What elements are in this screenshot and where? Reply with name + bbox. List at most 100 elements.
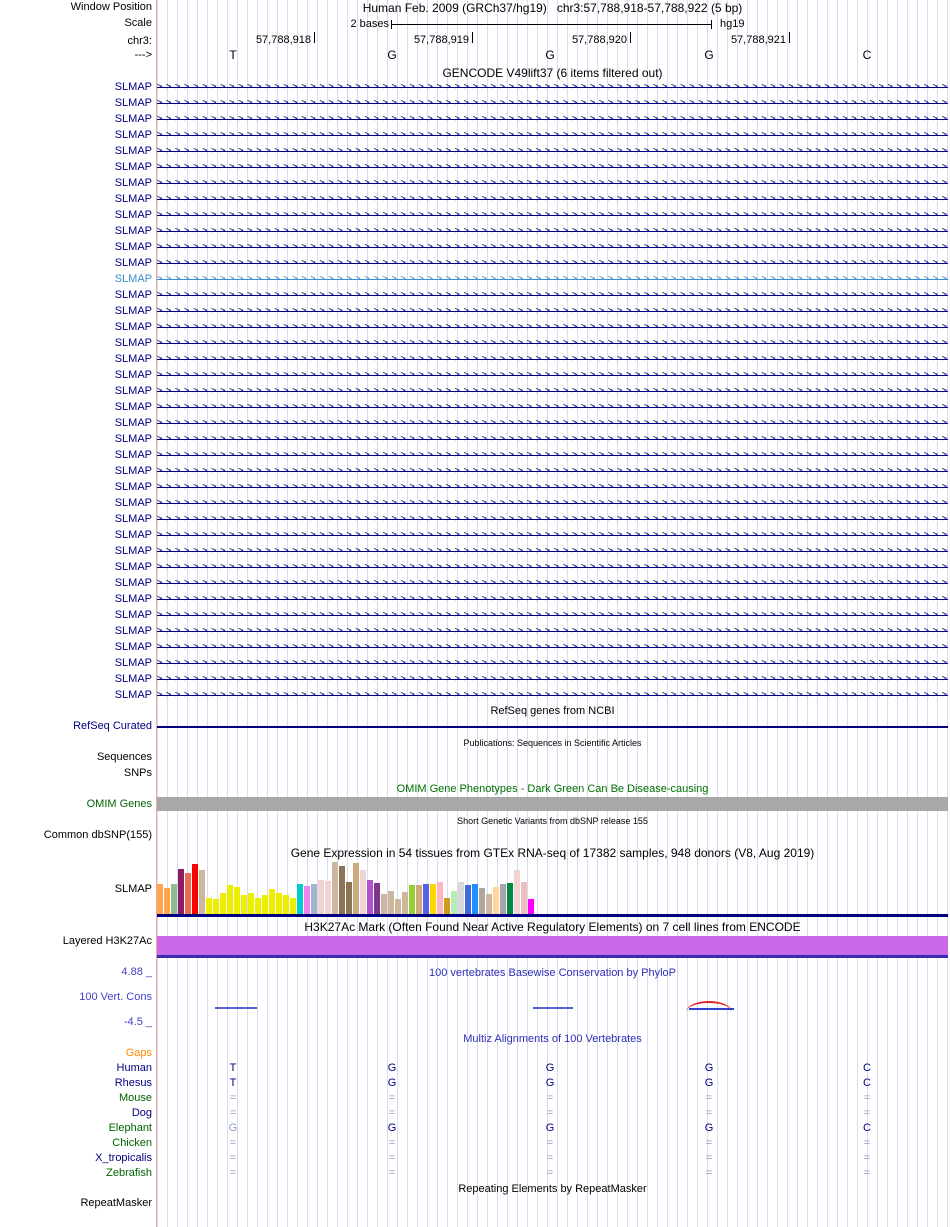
gtex-bar[interactable]: [213, 899, 219, 914]
gtex-bar[interactable]: [374, 883, 380, 914]
gtex-bar[interactable]: [395, 899, 401, 914]
gene-label[interactable]: SLMAP: [114, 113, 152, 125]
gtex-bar[interactable]: [500, 884, 506, 914]
gene-row[interactable]: >>>>>>>>>>>>>>>>>>>>>>>>>>>>>>>>>>>>>>>>…: [157, 81, 948, 93]
gtex-bar[interactable]: [199, 870, 205, 914]
gene-label[interactable]: SLMAP: [114, 257, 152, 269]
gtex-bar[interactable]: [227, 885, 233, 914]
gene-row[interactable]: >>>>>>>>>>>>>>>>>>>>>>>>>>>>>>>>>>>>>>>>…: [157, 465, 948, 477]
gene-label[interactable]: SLMAP: [114, 593, 152, 605]
phylop-dash[interactable]: [689, 1008, 734, 1010]
gene-label[interactable]: SLMAP: [114, 625, 152, 637]
gene-row[interactable]: >>>>>>>>>>>>>>>>>>>>>>>>>>>>>>>>>>>>>>>>…: [157, 513, 948, 525]
gene-label[interactable]: SLMAP: [114, 481, 152, 493]
gtex-bar[interactable]: [437, 882, 443, 914]
gene-row[interactable]: >>>>>>>>>>>>>>>>>>>>>>>>>>>>>>>>>>>>>>>>…: [157, 145, 948, 157]
gene-row[interactable]: >>>>>>>>>>>>>>>>>>>>>>>>>>>>>>>>>>>>>>>>…: [157, 657, 948, 669]
gene-row[interactable]: >>>>>>>>>>>>>>>>>>>>>>>>>>>>>>>>>>>>>>>>…: [157, 321, 948, 333]
gtex-bar[interactable]: [255, 898, 261, 914]
gene-row[interactable]: >>>>>>>>>>>>>>>>>>>>>>>>>>>>>>>>>>>>>>>>…: [157, 305, 948, 317]
gtex-bar[interactable]: [479, 888, 485, 914]
phylop-dash[interactable]: [215, 1007, 257, 1009]
gtex-bar[interactable]: [283, 895, 289, 914]
gene-label[interactable]: SLMAP: [114, 177, 152, 189]
gtex-bar[interactable]: [465, 885, 471, 914]
gene-label[interactable]: SLMAP: [114, 305, 152, 317]
gtex-bar[interactable]: [514, 870, 520, 914]
species-label-human[interactable]: Human: [116, 1062, 152, 1074]
gene-label[interactable]: SLMAP: [114, 513, 152, 525]
gene-row[interactable]: >>>>>>>>>>>>>>>>>>>>>>>>>>>>>>>>>>>>>>>>…: [157, 449, 948, 461]
gtex-bar[interactable]: [402, 892, 408, 914]
gene-row[interactable]: >>>>>>>>>>>>>>>>>>>>>>>>>>>>>>>>>>>>>>>>…: [157, 689, 948, 701]
gene-row[interactable]: >>>>>>>>>>>>>>>>>>>>>>>>>>>>>>>>>>>>>>>>…: [157, 97, 948, 109]
species-label-chicken[interactable]: Chicken: [112, 1137, 152, 1149]
gtex-bar[interactable]: [423, 884, 429, 914]
gene-row[interactable]: >>>>>>>>>>>>>>>>>>>>>>>>>>>>>>>>>>>>>>>>…: [157, 673, 948, 685]
gtex-bar[interactable]: [472, 884, 478, 914]
gene-row[interactable]: >>>>>>>>>>>>>>>>>>>>>>>>>>>>>>>>>>>>>>>>…: [157, 417, 948, 429]
gene-label[interactable]: SLMAP: [114, 385, 152, 397]
gtex-gene-label[interactable]: SLMAP: [114, 883, 152, 895]
gene-label[interactable]: SLMAP: [114, 657, 152, 669]
gene-label[interactable]: SLMAP: [114, 689, 152, 701]
gtex-bar[interactable]: [311, 884, 317, 914]
gtex-bar[interactable]: [304, 886, 310, 914]
gtex-bar[interactable]: [206, 898, 212, 914]
gene-label[interactable]: SLMAP: [114, 273, 152, 285]
gene-label[interactable]: SLMAP: [114, 465, 152, 477]
species-label-dog[interactable]: Dog: [131, 1107, 152, 1119]
gene-row[interactable]: >>>>>>>>>>>>>>>>>>>>>>>>>>>>>>>>>>>>>>>>…: [157, 385, 948, 397]
gtex-bar[interactable]: [507, 883, 513, 914]
phylop-track-label[interactable]: 100 Vert. Cons: [79, 991, 152, 1003]
gene-row[interactable]: >>>>>>>>>>>>>>>>>>>>>>>>>>>>>>>>>>>>>>>>…: [157, 241, 948, 253]
gene-label[interactable]: SLMAP: [114, 529, 152, 541]
gene-label[interactable]: SLMAP: [114, 129, 152, 141]
gene-row[interactable]: >>>>>>>>>>>>>>>>>>>>>>>>>>>>>>>>>>>>>>>>…: [157, 401, 948, 413]
refseq-curated-item[interactable]: [157, 726, 948, 728]
gtex-bar[interactable]: [262, 895, 268, 914]
gene-label[interactable]: SLMAP: [114, 561, 152, 573]
gtex-bar[interactable]: [409, 885, 415, 914]
gene-label[interactable]: SLMAP: [114, 641, 152, 653]
gene-row[interactable]: >>>>>>>>>>>>>>>>>>>>>>>>>>>>>>>>>>>>>>>>…: [157, 177, 948, 189]
gene-row[interactable]: >>>>>>>>>>>>>>>>>>>>>>>>>>>>>>>>>>>>>>>>…: [157, 209, 948, 221]
gene-row[interactable]: >>>>>>>>>>>>>>>>>>>>>>>>>>>>>>>>>>>>>>>>…: [157, 369, 948, 381]
gene-row[interactable]: >>>>>>>>>>>>>>>>>>>>>>>>>>>>>>>>>>>>>>>>…: [157, 193, 948, 205]
gene-row[interactable]: >>>>>>>>>>>>>>>>>>>>>>>>>>>>>>>>>>>>>>>>…: [157, 337, 948, 349]
gene-label[interactable]: SLMAP: [114, 369, 152, 381]
gtex-bar[interactable]: [241, 895, 247, 914]
gene-row[interactable]: >>>>>>>>>>>>>>>>>>>>>>>>>>>>>>>>>>>>>>>>…: [157, 593, 948, 605]
gtex-bar[interactable]: [297, 884, 303, 914]
gtex-bar[interactable]: [451, 891, 457, 914]
gtex-bar[interactable]: [248, 893, 254, 914]
gtex-bar[interactable]: [388, 891, 394, 914]
gtex-bar[interactable]: [493, 887, 499, 914]
gtex-bar[interactable]: [318, 880, 324, 914]
refseq-curated-label[interactable]: RefSeq Curated: [73, 720, 152, 732]
species-label-rhesus[interactable]: Rhesus: [114, 1077, 152, 1089]
gene-label[interactable]: SLMAP: [114, 97, 152, 109]
omim-genes-label[interactable]: OMIM Genes: [86, 798, 152, 810]
gene-label[interactable]: SLMAP: [114, 545, 152, 557]
gtex-bar[interactable]: [458, 882, 464, 914]
gtex-bar[interactable]: [353, 863, 359, 914]
gene-label[interactable]: SLMAP: [114, 81, 152, 93]
gtex-bar[interactable]: [444, 898, 450, 914]
gene-label[interactable]: SLMAP: [114, 193, 152, 205]
gtex-bar[interactable]: [346, 882, 352, 914]
gene-label[interactable]: SLMAP: [114, 321, 152, 333]
layered-h3k27ac-label[interactable]: Layered H3K27Ac: [62, 935, 152, 947]
gtex-bar[interactable]: [178, 869, 184, 914]
repeatmasker-label[interactable]: RepeatMasker: [80, 1197, 152, 1209]
gene-row[interactable]: >>>>>>>>>>>>>>>>>>>>>>>>>>>>>>>>>>>>>>>>…: [157, 113, 948, 125]
gene-label[interactable]: SLMAP: [114, 401, 152, 413]
gene-label[interactable]: SLMAP: [114, 209, 152, 221]
gene-label[interactable]: SLMAP: [114, 241, 152, 253]
gtex-bar[interactable]: [185, 873, 191, 914]
gene-row[interactable]: >>>>>>>>>>>>>>>>>>>>>>>>>>>>>>>>>>>>>>>>…: [157, 129, 948, 141]
gene-row[interactable]: >>>>>>>>>>>>>>>>>>>>>>>>>>>>>>>>>>>>>>>>…: [157, 481, 948, 493]
gene-row[interactable]: >>>>>>>>>>>>>>>>>>>>>>>>>>>>>>>>>>>>>>>>…: [157, 497, 948, 509]
gene-label[interactable]: SLMAP: [114, 497, 152, 509]
gene-row[interactable]: >>>>>>>>>>>>>>>>>>>>>>>>>>>>>>>>>>>>>>>>…: [157, 641, 948, 653]
